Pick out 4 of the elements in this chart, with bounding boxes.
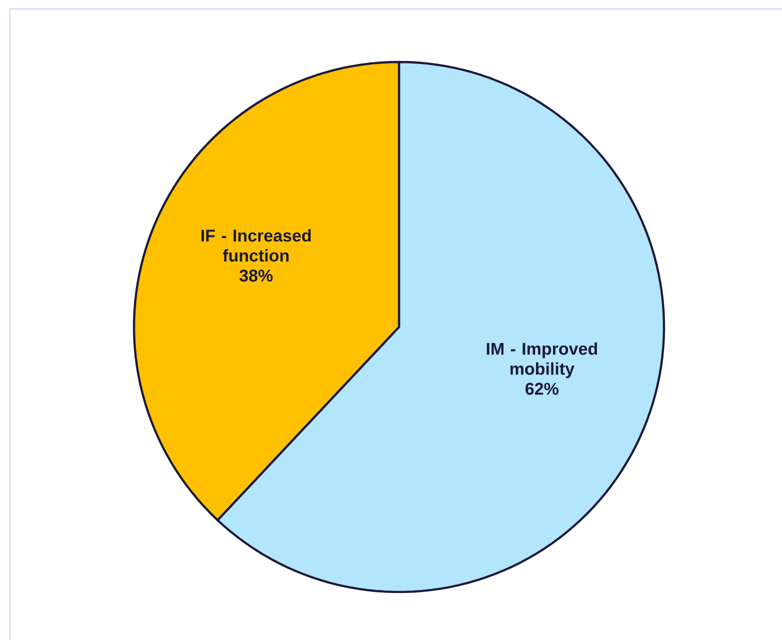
data-label: 62% — [526, 382, 558, 395]
slice-label: IF - Increased function — [202, 229, 311, 262]
data-label: 38% — [239, 270, 273, 282]
slice-label: IM - Improved mobility — [486, 342, 597, 378]
